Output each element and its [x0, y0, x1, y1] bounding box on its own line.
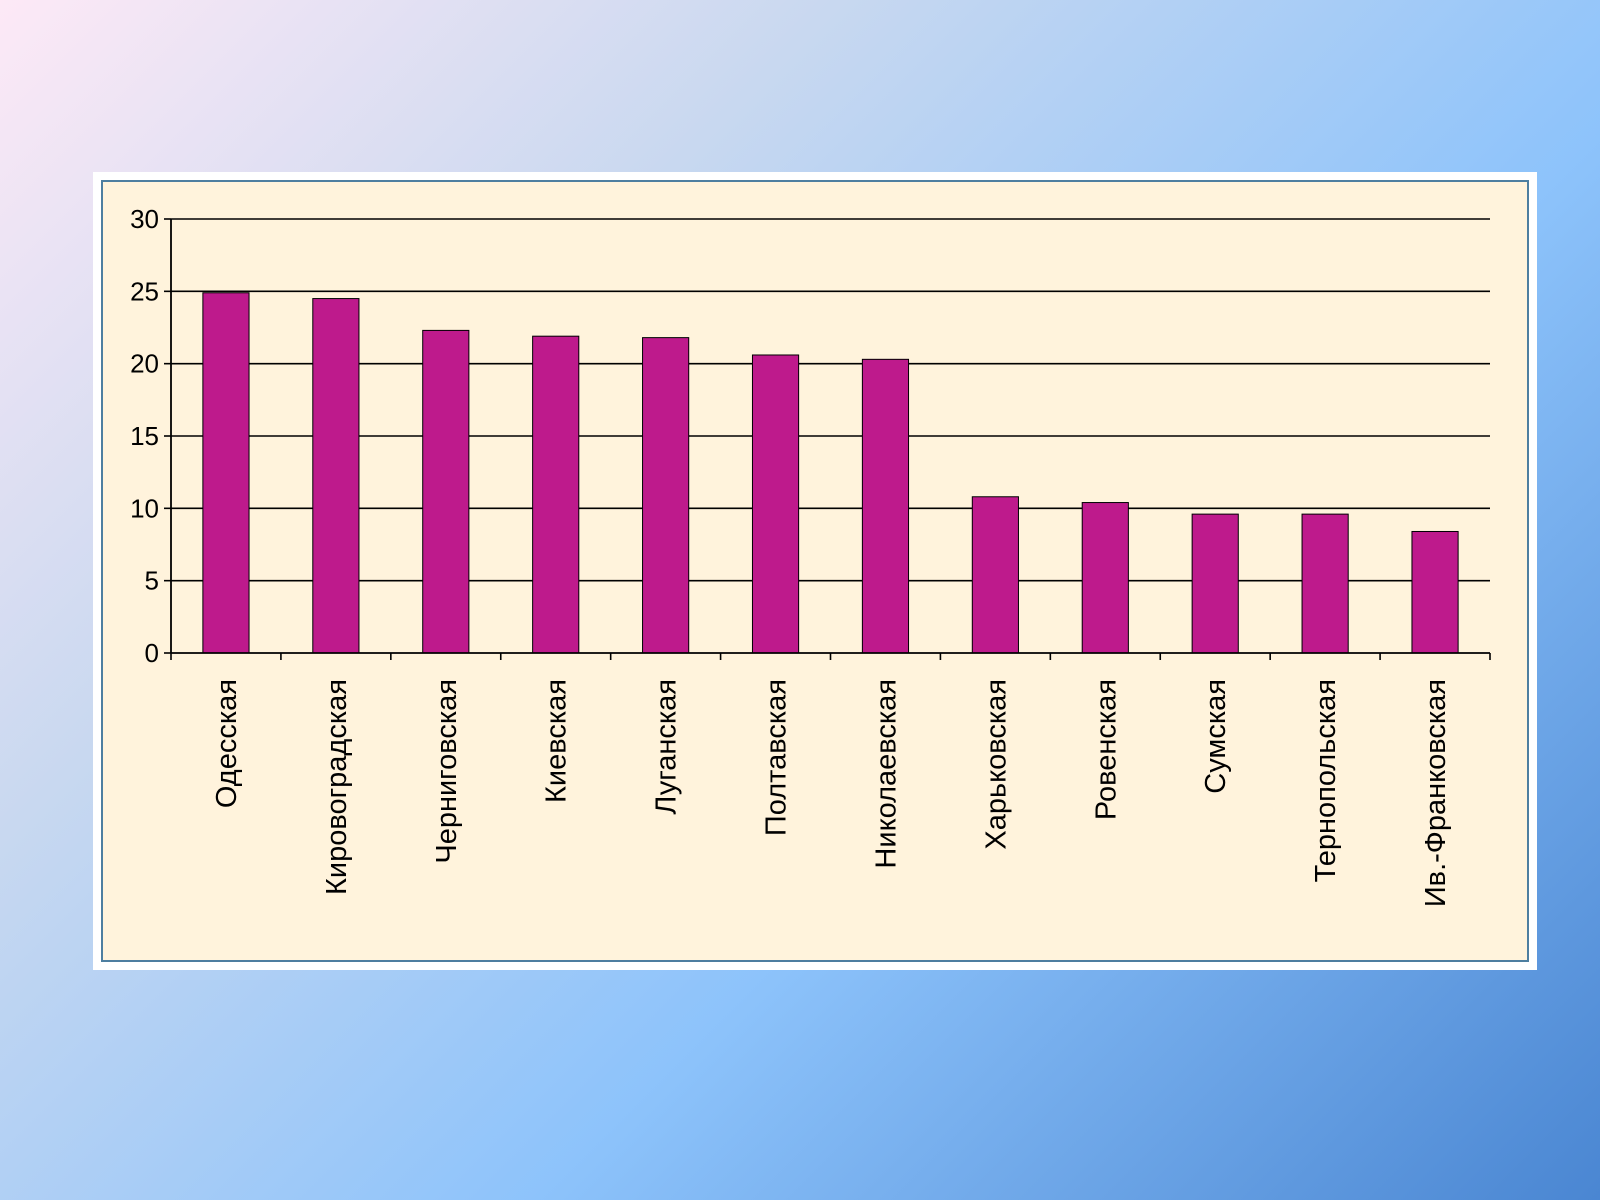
bar-10 — [1191, 513, 1239, 654]
bar-1 — [202, 292, 250, 654]
x-category-label: Сумская — [1200, 679, 1232, 794]
bar-6 — [751, 354, 800, 654]
x-category-label: Ив.-Франковская — [1420, 679, 1452, 907]
x-category-label: Полтавская — [761, 679, 793, 836]
axes — [164, 218, 1491, 660]
y-tick-label: 0 — [145, 638, 159, 668]
bar-2 — [312, 298, 360, 654]
x-category-label: Харьковская — [980, 679, 1012, 850]
bar-5 — [642, 337, 690, 654]
x-category-label: Тернопольская — [1310, 679, 1342, 882]
x-category-label: Ровенская — [1090, 679, 1122, 820]
y-tick-label: 15 — [130, 421, 159, 451]
bar-7 — [861, 358, 910, 654]
bar-3 — [422, 329, 470, 654]
x-category-label: Кировоградская — [321, 679, 353, 895]
y-tick-label: 30 — [130, 204, 159, 234]
bar-9 — [1081, 502, 1129, 654]
y-tick-label: 5 — [145, 566, 159, 596]
y-tick-label: 10 — [130, 493, 159, 523]
x-category-labels: Одесская Кировоградская Черниговская Киевск… — [211, 679, 1452, 907]
x-category-label: Киевская — [541, 679, 573, 803]
y-tick-label: 20 — [130, 349, 159, 379]
x-category-label: Черниговская — [431, 679, 463, 864]
bar-12 — [1411, 530, 1459, 654]
bar-4 — [532, 335, 580, 654]
y-tick-labels: 0 5 10 15 20 25 30 — [130, 204, 159, 668]
x-category-label: Одесская — [211, 679, 243, 808]
x-category-label: Николаевская — [870, 679, 902, 869]
bars — [202, 292, 1459, 654]
gridlines — [171, 218, 1490, 582]
y-tick-label: 25 — [130, 276, 159, 306]
bar-11 — [1301, 513, 1349, 654]
x-category-label: Луганская — [651, 679, 683, 815]
bar-8 — [971, 496, 1019, 654]
